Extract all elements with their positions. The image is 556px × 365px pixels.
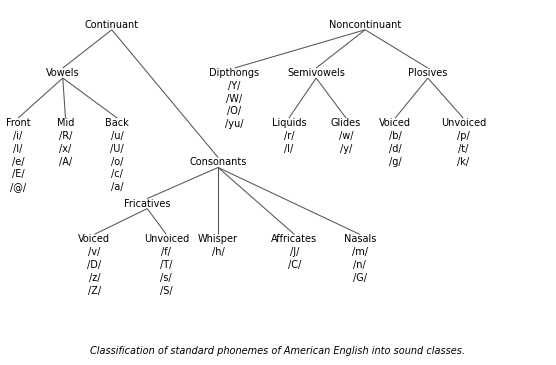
Text: Fricatives: Fricatives	[124, 199, 171, 208]
Text: Continuant: Continuant	[85, 20, 139, 30]
Text: Mid
/R/
/x/
/A/: Mid /R/ /x/ /A/	[57, 118, 74, 166]
Text: Whisper
/h/: Whisper /h/	[198, 234, 238, 257]
Text: Liquids
/r/
/l/: Liquids /r/ /l/	[271, 118, 306, 154]
Text: Noncontinuant: Noncontinuant	[329, 20, 401, 30]
Text: Front
/i/
/I/
/e/
/E/
/@/: Front /i/ /I/ /e/ /E/ /@/	[6, 118, 31, 192]
Text: Voiced
/v/
/D/
/z/
/Z/: Voiced /v/ /D/ /z/ /Z/	[78, 234, 111, 296]
Text: Voiced
/b/
/d/
/g/: Voiced /b/ /d/ /g/	[379, 118, 411, 166]
Text: Semivowels: Semivowels	[287, 68, 345, 78]
Text: Glides
/w/
/y/: Glides /w/ /y/	[331, 118, 361, 154]
Text: Back
/u/
/U/
/o/
/c/
/a/: Back /u/ /U/ /o/ /c/ /a/	[106, 118, 129, 192]
Text: Unvoiced
/p/
/t/
/k/: Unvoiced /p/ /t/ /k/	[441, 118, 486, 166]
Text: Affricates
/J/
/C/: Affricates /J/ /C/	[271, 234, 317, 270]
Text: Nasals
/m/
/n/
/G/: Nasals /m/ /n/ /G/	[344, 234, 376, 283]
Text: Vowels: Vowels	[46, 68, 80, 78]
Text: Classification of standard phonemes of American English into sound classes.: Classification of standard phonemes of A…	[91, 346, 465, 356]
Text: Dipthongs
/Y/
/W/
/O/
/yu/: Dipthongs /Y/ /W/ /O/ /yu/	[210, 68, 260, 129]
Text: Plosives: Plosives	[408, 68, 448, 78]
Text: Consonants: Consonants	[190, 157, 247, 168]
Text: Unvoiced
/f/
/T/
/s/
/S/: Unvoiced /f/ /T/ /s/ /S/	[143, 234, 189, 296]
